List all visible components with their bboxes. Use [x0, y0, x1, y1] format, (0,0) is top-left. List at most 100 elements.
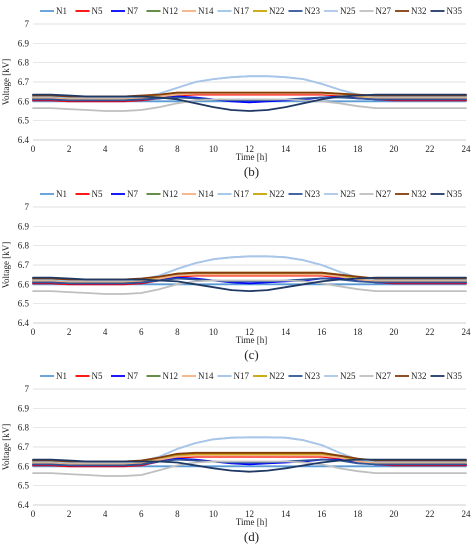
legend-item-n22: N22	[253, 6, 285, 16]
legend-label: N32	[411, 6, 427, 16]
x-tick-label: 22	[425, 327, 434, 337]
legend-item-n23: N23	[288, 189, 320, 199]
legend-item-n23: N23	[288, 6, 320, 16]
legend-item-n1: N1	[40, 371, 67, 381]
legend-item-n22: N22	[253, 189, 285, 199]
x-tick-label: 24	[462, 509, 472, 519]
chart-panel-2: 6.46.56.66.76.86.970 2 4 6 8 10 12 14 16 18 20 22 24…	[1, 189, 471, 362]
x-tick-label: 20	[389, 144, 399, 154]
x-tick-label: 18	[353, 509, 363, 519]
x-tick-label: 2	[67, 327, 72, 337]
legend-label: N12	[163, 189, 179, 199]
series-line-n14	[32, 273, 467, 284]
legend-label: N22	[269, 6, 285, 16]
legend-item-n25: N25	[324, 189, 356, 199]
legend-item-n7: N7	[111, 371, 138, 381]
x-tick-label: 14	[281, 509, 291, 519]
legend-item-n35: N35	[430, 6, 463, 16]
x-tick-label: 18	[353, 144, 363, 154]
x-tick-label: 14	[281, 327, 291, 337]
x-axis-label: Time [h]	[236, 152, 267, 162]
series-line-n25	[32, 255, 467, 282]
y-tick-label: 6.4	[18, 500, 30, 510]
chart-panel-1: 6.46.56.66.76.86.970 2 4 6 8 10 12 14 16 18 20 22 24…	[1, 6, 471, 179]
legend-label: N1	[56, 371, 67, 381]
x-tick-label: 12	[245, 509, 254, 519]
legend-label: N17	[234, 6, 250, 16]
x-tick-label: 24	[462, 144, 472, 154]
x-tick-label: 6	[139, 509, 144, 519]
legend-item-n17: N17	[217, 189, 249, 199]
legend-label: N32	[411, 371, 427, 381]
legend-item-n25: N25	[324, 371, 356, 381]
x-tick-label: 10	[209, 144, 219, 154]
y-tick-label: 6.5	[18, 481, 30, 491]
x-tick-label: 2	[67, 509, 72, 519]
x-tick-label: 16	[317, 327, 327, 337]
y-tick-label: 6.5	[18, 299, 30, 309]
y-tick-label: 6.5	[18, 116, 30, 126]
x-tick-label: 10	[209, 509, 219, 519]
legend-label: N25	[340, 6, 356, 16]
series-line-n25	[32, 436, 467, 464]
y-tick-label: 6.4	[18, 318, 30, 328]
legend-label: N35	[447, 6, 463, 16]
legend-item-n7: N7	[111, 189, 138, 199]
x-tick-label: 2	[67, 144, 72, 154]
x-tick-label: 0	[31, 144, 36, 154]
y-tick-label: 6.7	[18, 260, 30, 270]
legend-label: N27	[376, 371, 392, 381]
x-axis-label: Time [h]	[236, 335, 267, 345]
series-line-n27	[32, 98, 467, 112]
legend-label: N1	[56, 6, 67, 16]
chart-panel-3: 6.46.56.66.76.86.970 2 4 6 8 10 12 14 16 18 20 22 24…	[1, 371, 471, 544]
x-tick-label: 8	[175, 327, 180, 337]
y-tick-label: 7	[25, 384, 30, 394]
y-tick-label: 6.8	[18, 423, 30, 433]
legend-item-n27: N27	[359, 371, 392, 381]
x-tick-label: 4	[103, 327, 108, 337]
y-tick-label: 7	[25, 19, 30, 29]
legend-label: N35	[447, 371, 463, 381]
legend-label: N25	[340, 189, 356, 199]
legend-item-n35: N35	[430, 189, 462, 199]
y-tick-label: 6.6	[18, 279, 30, 289]
series-line-n27	[32, 460, 467, 477]
y-tick-label: 6.6	[18, 461, 30, 471]
y-tick-label: 6.9	[18, 403, 30, 413]
legend-label: N22	[269, 371, 285, 381]
y-tick-label: 6.4	[18, 135, 30, 145]
x-tick-label: 8	[175, 509, 180, 519]
legend-label: N5	[92, 371, 103, 381]
legend-label: N22	[269, 189, 285, 199]
legend-label: N23	[305, 371, 321, 381]
y-tick-label: 6.7	[18, 442, 30, 452]
legend-item-n32: N32	[395, 6, 427, 16]
x-tick-label: 22	[425, 509, 434, 519]
legend-item-n27: N27	[359, 189, 392, 199]
legend-item-n5: N5	[75, 189, 103, 199]
legend-item-n25: N25	[324, 6, 356, 16]
x-tick-label: 20	[389, 327, 399, 337]
legend-item-n14: N14	[182, 6, 214, 16]
x-tick-label: 12	[245, 144, 254, 154]
x-tick-label: 16	[317, 509, 327, 519]
x-tick-label: 4	[103, 509, 108, 519]
series-line-n35	[32, 93, 467, 112]
x-tick-label: 6	[139, 144, 144, 154]
y-tick-label: 6.9	[18, 221, 30, 231]
series-line-n14	[32, 454, 467, 466]
legend-item-n23: N23	[288, 371, 321, 381]
series-line-n23	[32, 96, 467, 102]
legend-label: N14	[198, 6, 214, 16]
legend-item-n35: N35	[430, 371, 463, 381]
legend-item-n12: N12	[146, 6, 178, 16]
legend-label: N27	[376, 189, 392, 199]
y-axis-label: Voltage [kV]	[1, 424, 11, 471]
series-line-n25	[32, 75, 467, 99]
legend-item-n1: N1	[40, 6, 67, 16]
legend-label: N14	[198, 371, 214, 381]
legend-label: N17	[234, 371, 250, 381]
chart-caption: (d)	[244, 529, 259, 544]
